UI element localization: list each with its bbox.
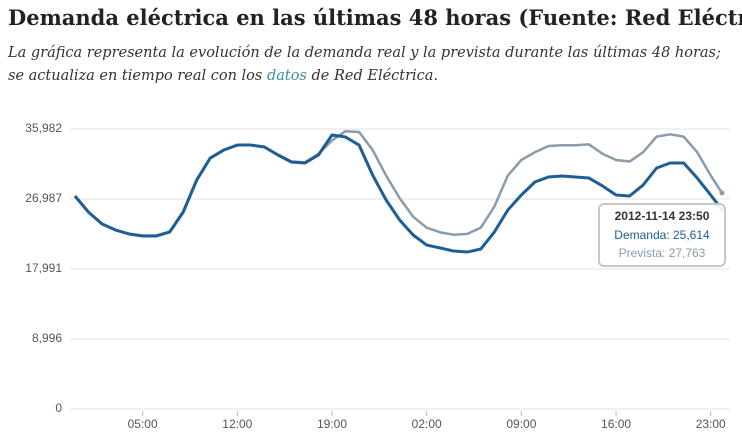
subtitle: La gráfica representa la evolución de la… xyxy=(8,42,733,88)
x-tick-label: 23:00 xyxy=(696,417,726,431)
x-tick-label: 09:00 xyxy=(506,417,536,431)
tooltip-item: Demanda: 25,614 xyxy=(614,228,710,242)
tooltip: 2012-11-14 23:50 Demanda: 25,614 Prevista:… xyxy=(598,203,726,267)
tooltip-box xyxy=(598,203,726,267)
data-link[interactable]: datos xyxy=(266,68,307,84)
x-tick-label: 02:00 xyxy=(412,417,442,431)
y-tick-label: 0 xyxy=(55,401,62,415)
x-tick-label: 16:00 xyxy=(601,417,631,431)
subtitle-text: de Red Eléctrica. xyxy=(306,68,439,84)
x-tick-label: 05:00 xyxy=(128,417,158,431)
tooltip-item: Prevista: 27,763 xyxy=(619,246,706,260)
y-tick-label: 17,991 xyxy=(25,261,62,275)
y-tick-label: 8,996 xyxy=(32,331,62,345)
series-line xyxy=(73,133,724,254)
end-point xyxy=(719,190,725,196)
y-tick-label: 26,987 xyxy=(25,191,62,205)
y-tick-label: 35,982 xyxy=(25,121,62,135)
x-tick-label: 19:00 xyxy=(317,417,347,431)
subtitle-text: La gráfica representa la evolución de la… xyxy=(8,45,721,84)
x-tick-label: 12:00 xyxy=(222,417,252,431)
chart-title: Demanda eléctrica en las últimas 48 hora… xyxy=(8,5,742,30)
tooltip-title: 2012-11-14 23:50 xyxy=(615,209,710,223)
